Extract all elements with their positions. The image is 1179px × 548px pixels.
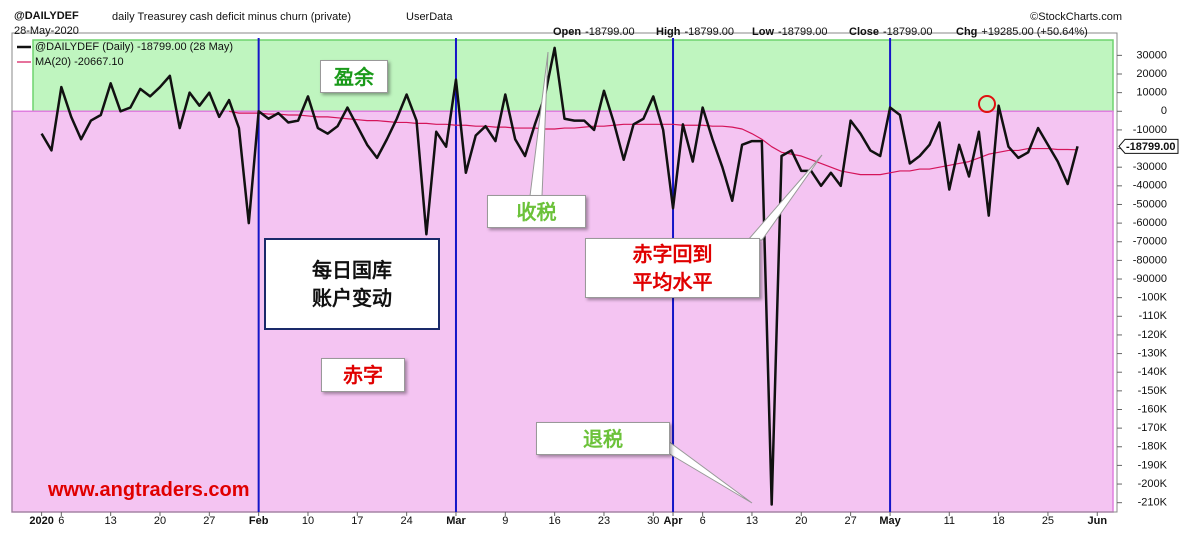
moving-average-line (228, 110, 1078, 176)
annotation: 赤字回到 平均水平 (585, 238, 760, 298)
quote-label: High (656, 26, 681, 38)
x-tick-label: 13 (105, 515, 117, 527)
x-tick-label: May (879, 515, 901, 527)
annotation: 收税 (487, 195, 586, 228)
quote-value: -18799.00 (883, 26, 933, 38)
y-tick-label: -100K (1138, 292, 1168, 304)
chart-subtitle: daily Treasurey cash deficit minus churn… (112, 11, 351, 23)
quote-value: -18799.00 (585, 26, 635, 38)
annotation-text: 收税 (516, 199, 557, 224)
y-tick-label: -170K (1138, 422, 1168, 434)
chart-title: @DAILYDEF (14, 10, 79, 22)
x-tick-label: 2020 (29, 515, 53, 527)
annotation-text: 平均水平 (632, 270, 713, 294)
y-tick-label: -50000 (1133, 198, 1167, 210)
y-tick-label: -30000 (1133, 161, 1167, 173)
legend-label: @DAILYDEF (Daily) -18799.00 (28 May) (35, 41, 233, 53)
x-tick-label: 30 (647, 515, 659, 527)
annotation-text: www.angtraders.com (48, 479, 250, 501)
x-tick-label: 23 (598, 515, 610, 527)
x-tick-label: 25 (1042, 515, 1054, 527)
quote-label: Chg (956, 26, 977, 38)
x-tick-label: Feb (249, 515, 269, 527)
annotation-text: 盈余 (334, 64, 374, 89)
y-tick-label: -60000 (1133, 217, 1167, 229)
quote-label: Low (752, 26, 774, 38)
x-tick-label: 10 (302, 515, 314, 527)
x-tick-label: 20 (154, 515, 166, 527)
credit: ©StockCharts.com (1030, 11, 1122, 23)
x-tick-label: 27 (844, 515, 856, 527)
y-tick-label: -10000 (1133, 124, 1167, 136)
y-tick-label: -150K (1138, 385, 1168, 397)
quote-label: Open (553, 26, 581, 38)
x-tick-label: 27 (203, 515, 215, 527)
quote-value: -18799.00 (684, 26, 734, 38)
plot-frame (11, 32, 1118, 513)
chart-date: 28-May-2020 (14, 25, 79, 37)
y-tick-label: 10000 (1136, 87, 1167, 99)
y-tick-label: 20000 (1136, 68, 1167, 80)
x-tick-label: 24 (401, 515, 413, 527)
x-tick-label: 6 (700, 515, 706, 527)
y-tick-label: -200K (1138, 478, 1168, 490)
y-tick-label: 0 (1161, 105, 1167, 117)
last-value-tag (1118, 138, 1179, 154)
annotation-text: 赤字回到 (632, 242, 713, 266)
annotation-text: 账户变动 (312, 286, 392, 310)
quote-value: +19285.00 (+50.64%) (981, 26, 1087, 38)
y-tick-label: -160K (1138, 403, 1168, 415)
annotation-text: 退税 (583, 426, 623, 451)
annotation-text: 赤字 (343, 363, 383, 387)
y-tick-label: -40000 (1133, 180, 1167, 192)
chart-source: UserData (406, 11, 453, 23)
data-line (40, 46, 1079, 506)
x-tick-label: 6 (58, 515, 64, 527)
x-tick-label: 17 (351, 515, 363, 527)
x-tick-label: Jun (1087, 515, 1107, 527)
y-tick-label: -110K (1138, 310, 1167, 322)
quote-label: Close (849, 26, 879, 38)
annotation: 盈余 (320, 60, 388, 93)
annotation-text: 每日国库 (312, 258, 392, 282)
y-tick-label: -80000 (1133, 254, 1167, 266)
x-tick-label: 16 (549, 515, 561, 527)
x-tick-label: 9 (502, 515, 508, 527)
x-tick-label: 13 (746, 515, 758, 527)
y-tick-label: -140K (1138, 366, 1168, 378)
annotation: 每日国库 账户变动 (264, 238, 440, 330)
x-tick-label: 20 (795, 515, 807, 527)
y-tick-label: 30000 (1136, 49, 1167, 61)
y-tick-label: -130K (1138, 347, 1168, 359)
y-tick-label: -190K (1138, 459, 1168, 471)
highlight-circle (978, 95, 996, 113)
y-tick-label: -70000 (1133, 236, 1167, 248)
legend-label: MA(20) -20667.10 (35, 56, 124, 68)
x-tick-label: Mar (446, 515, 466, 527)
y-tick-label: -90000 (1133, 273, 1167, 285)
annotation: 退税 (536, 422, 670, 455)
x-tick-label: 18 (992, 515, 1004, 527)
last-value-label: -18799.00 (1126, 141, 1176, 153)
annotation: www.angtraders.com (48, 476, 288, 504)
x-tick-label: 11 (944, 515, 955, 527)
y-tick-label: -180K (1138, 441, 1168, 453)
y-tick-label: -210K (1138, 497, 1168, 509)
annotation: 赤字 (321, 358, 405, 392)
y-tick-label: -120K (1138, 329, 1168, 341)
quote-value: -18799.00 (778, 26, 828, 38)
x-tick-label: Apr (664, 515, 684, 527)
